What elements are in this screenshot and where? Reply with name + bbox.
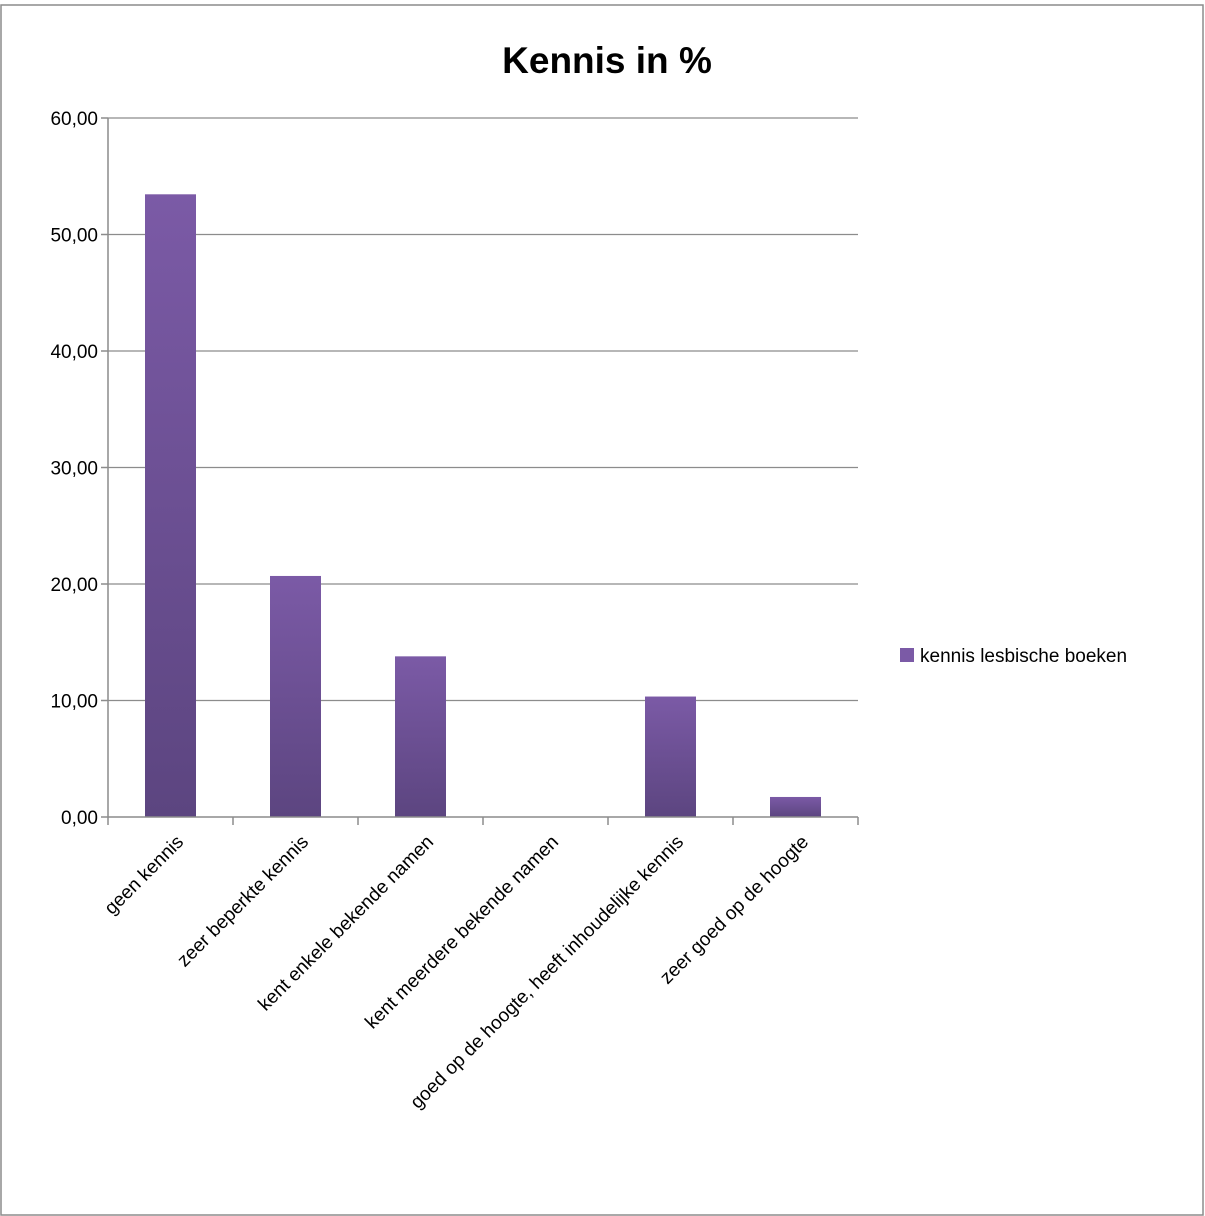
bar (270, 575, 321, 817)
axes (101, 117, 859, 825)
y-tick-label: 50,00 (50, 226, 98, 247)
bar (145, 194, 196, 817)
gridlines (108, 117, 858, 702)
chart-frame (0, 4, 1204, 1216)
y-tick-label: 60,00 (50, 109, 98, 130)
y-tick-label: 40,00 (50, 342, 98, 363)
legend-label: kennis lesbische boeken (920, 646, 1127, 667)
legend: kennis lesbische boeken (900, 646, 1127, 667)
chart-title: Kennis in % (502, 40, 712, 81)
legend-swatch (900, 648, 914, 662)
bar (395, 656, 446, 817)
y-tick-label: 30,00 (50, 459, 98, 480)
y-tick-label: 10,00 (50, 692, 98, 713)
y-tick-label: 0,00 (61, 808, 98, 829)
bar (770, 796, 821, 817)
bars (145, 194, 821, 817)
y-axis-tick-labels: 0,00 10,00 20,00 30,00 40,00 50,00 60,00 (50, 109, 98, 829)
y-tick-label: 20,00 (50, 575, 98, 596)
bar (645, 696, 696, 817)
